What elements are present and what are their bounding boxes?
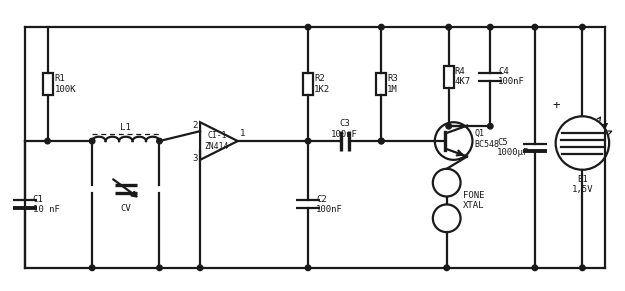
Bar: [303, 73, 313, 95]
Text: FONE
XTAL: FONE XTAL: [462, 191, 484, 210]
Circle shape: [89, 265, 95, 271]
Bar: [376, 73, 386, 95]
Text: C2
100nF: C2 100nF: [316, 195, 343, 214]
Circle shape: [157, 265, 162, 271]
Text: R1
100K: R1 100K: [54, 74, 76, 94]
Circle shape: [488, 24, 493, 30]
Circle shape: [579, 265, 585, 271]
Text: Q1
BC548: Q1 BC548: [474, 129, 499, 149]
Circle shape: [446, 24, 451, 30]
Circle shape: [305, 265, 311, 271]
Circle shape: [444, 265, 449, 271]
Text: R3
1M: R3 1M: [388, 74, 398, 94]
Text: CV: CV: [121, 204, 131, 213]
Bar: [42, 73, 52, 95]
Circle shape: [305, 24, 311, 30]
Text: R2
1K2: R2 1K2: [314, 74, 330, 94]
Text: C3
100nF: C3 100nF: [331, 120, 358, 139]
Circle shape: [532, 24, 538, 30]
Text: 1: 1: [240, 129, 245, 138]
Circle shape: [157, 138, 162, 144]
Circle shape: [305, 138, 311, 144]
Text: CI-1
ZN414: CI-1 ZN414: [205, 131, 229, 151]
Text: 3: 3: [192, 154, 198, 163]
Text: C4
100nF: C4 100nF: [498, 67, 525, 86]
Circle shape: [379, 24, 384, 30]
Circle shape: [579, 24, 585, 30]
Circle shape: [532, 265, 538, 271]
Text: C1
10 nF: C1 10 nF: [32, 195, 59, 214]
Text: R4
4K7: R4 4K7: [454, 67, 471, 86]
Text: B1
1,5V: B1 1,5V: [572, 175, 593, 194]
Text: +: +: [553, 99, 561, 112]
Circle shape: [45, 138, 51, 144]
Circle shape: [89, 138, 95, 144]
Text: C5
1000μF: C5 1000μF: [498, 138, 529, 157]
Circle shape: [488, 123, 493, 129]
Circle shape: [379, 138, 384, 144]
Text: L1: L1: [121, 123, 131, 132]
Text: 2: 2: [192, 121, 198, 130]
Circle shape: [198, 265, 203, 271]
Circle shape: [379, 138, 384, 144]
Bar: [444, 66, 454, 88]
Circle shape: [446, 123, 451, 129]
